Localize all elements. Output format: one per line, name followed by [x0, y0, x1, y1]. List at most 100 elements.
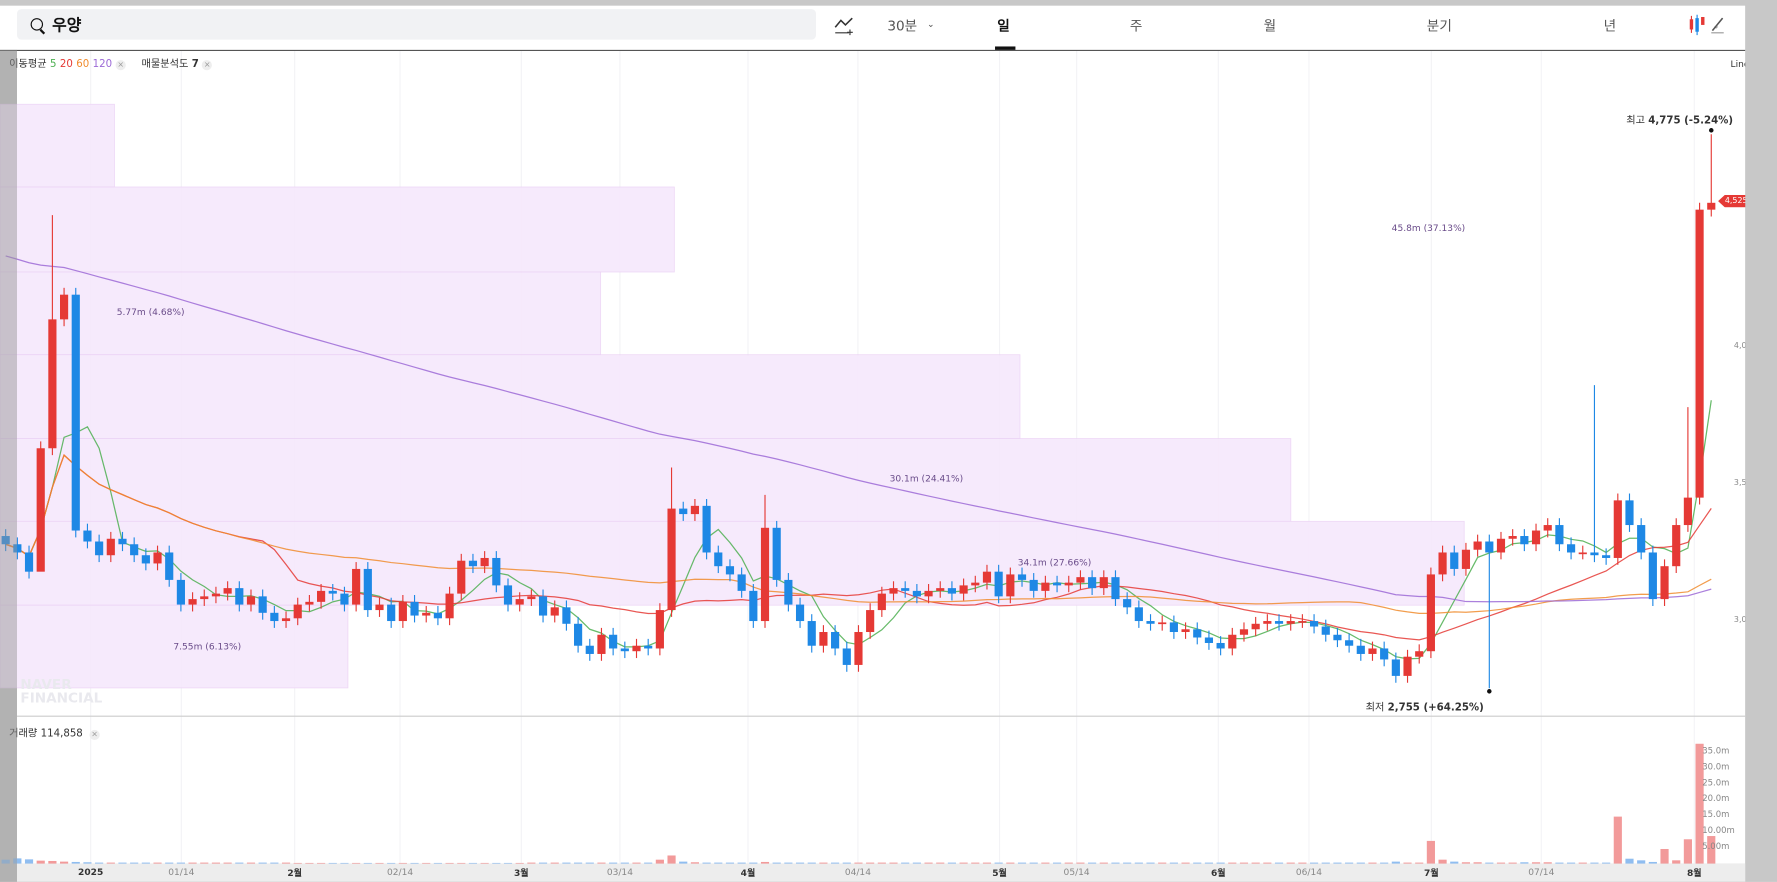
- volume-bar: [597, 862, 606, 864]
- candle-body: [258, 596, 267, 613]
- candle-body: [480, 557, 489, 567]
- date-tick: 8월: [1686, 868, 1702, 879]
- volume-bar: [982, 862, 992, 864]
- volume-bar: [1111, 862, 1120, 864]
- right-scrollbar[interactable]: [1745, 0, 1777, 882]
- chevron-down-icon[interactable]: ⌄: [927, 19, 935, 30]
- volume-bar: [1672, 860, 1681, 864]
- pencil-icon[interactable]: [1709, 15, 1727, 35]
- date-tick: 6월: [1210, 868, 1226, 879]
- candle-body: [387, 604, 396, 622]
- low-label: 최저: [1365, 702, 1385, 714]
- candle-body: [36, 448, 45, 572]
- volume-bar: [1286, 862, 1295, 864]
- tab-day[interactable]: 일: [997, 18, 1010, 34]
- volume-bar: [1520, 862, 1529, 864]
- candle-body: [1496, 538, 1506, 553]
- volume-bar: [48, 860, 57, 864]
- tab-quarter[interactable]: 분기: [1426, 18, 1452, 34]
- volume-bar: [1017, 862, 1027, 864]
- candle-body: [1473, 541, 1482, 550]
- candle-body: [235, 588, 244, 605]
- volume-bar: [1380, 862, 1389, 864]
- tab-30min[interactable]: 30분: [887, 18, 918, 34]
- candle-body: [1672, 525, 1681, 567]
- candle-body: [281, 618, 291, 622]
- tab-month[interactable]: 월: [1263, 18, 1277, 34]
- volume-bar: [1193, 862, 1202, 864]
- remove-vp-icon[interactable]: ×: [202, 60, 213, 71]
- volume-bar: [795, 862, 805, 864]
- volume-bar: [632, 862, 641, 864]
- scale-value: Linear: [1731, 59, 1759, 69]
- volume-bar: [118, 862, 127, 864]
- volume-bar: [819, 862, 828, 864]
- candle-body: [106, 538, 115, 556]
- volume-bar: [270, 862, 279, 864]
- volume-bar: [1695, 743, 1704, 864]
- volume-bar: [574, 862, 583, 864]
- candle-body: [982, 571, 992, 583]
- candle-body: [585, 645, 594, 654]
- candle-body: [1017, 574, 1027, 580]
- volume-bar: [1368, 862, 1377, 864]
- candle-body: [188, 599, 197, 605]
- candle-body: [1660, 566, 1669, 600]
- candle-body: [936, 588, 945, 591]
- tab-year[interactable]: 년: [1603, 18, 1617, 34]
- date-tick: 3월: [513, 868, 529, 879]
- remove-ma-icon[interactable]: ×: [115, 60, 126, 71]
- volume-bar: [550, 862, 559, 864]
- candle-body: [679, 508, 688, 515]
- low-marker: [1487, 689, 1492, 694]
- volume-bar: [901, 862, 910, 864]
- remove-volume-icon[interactable]: ×: [89, 729, 100, 741]
- volume-bar: [211, 862, 221, 864]
- volume-bar: [95, 862, 104, 864]
- candle-body: [1531, 530, 1541, 545]
- volume-bar: [1438, 859, 1447, 864]
- candle-body: [211, 593, 221, 597]
- left-scroll-strip[interactable]: [0, 49, 17, 882]
- candle-body: [772, 527, 781, 580]
- volume-tick: 20.0m: [1702, 793, 1730, 804]
- candle-body: [1321, 626, 1330, 635]
- volume-bar: [1356, 862, 1365, 864]
- volume-bar: [1263, 862, 1272, 864]
- candle-body: [1648, 552, 1657, 600]
- date-tick: 4월: [740, 868, 756, 879]
- volume-bar: [305, 862, 314, 864]
- candle-body: [118, 538, 127, 545]
- volume-bar: [562, 862, 571, 864]
- vp-label-3: 34.1m (27.66%): [1017, 557, 1092, 568]
- candle-body: [48, 319, 57, 449]
- candle-body: [854, 632, 863, 665]
- candle-body: [457, 560, 466, 594]
- candle-body: [515, 599, 524, 605]
- volume-bar: [1064, 862, 1073, 864]
- candle-body: [1158, 622, 1167, 625]
- candle-body: [1403, 656, 1412, 676]
- volume-bar: [538, 862, 548, 864]
- volume-bar: [1052, 862, 1062, 864]
- volume-bar: [912, 862, 921, 864]
- volume-bar: [1, 859, 10, 864]
- volume-bar: [1683, 839, 1692, 864]
- volume-bar: [281, 862, 291, 864]
- volume-bar: [1181, 862, 1190, 864]
- candle-body: [959, 585, 968, 594]
- indicator-add-icon[interactable]: [833, 14, 856, 37]
- candle-body: [492, 557, 501, 586]
- tab-week[interactable]: 주: [1129, 18, 1143, 34]
- search-input[interactable]: 우양: [16, 9, 816, 40]
- volume-bar: [644, 862, 653, 864]
- volume-bar: [36, 860, 45, 864]
- volume-bar: [1485, 862, 1494, 864]
- candle-body: [889, 588, 898, 594]
- date-tick: 01/14: [168, 866, 195, 878]
- candle-body: [503, 585, 513, 605]
- volume-bar: [328, 862, 337, 864]
- candle-body: [1415, 651, 1424, 657]
- volume-bar: [679, 861, 688, 864]
